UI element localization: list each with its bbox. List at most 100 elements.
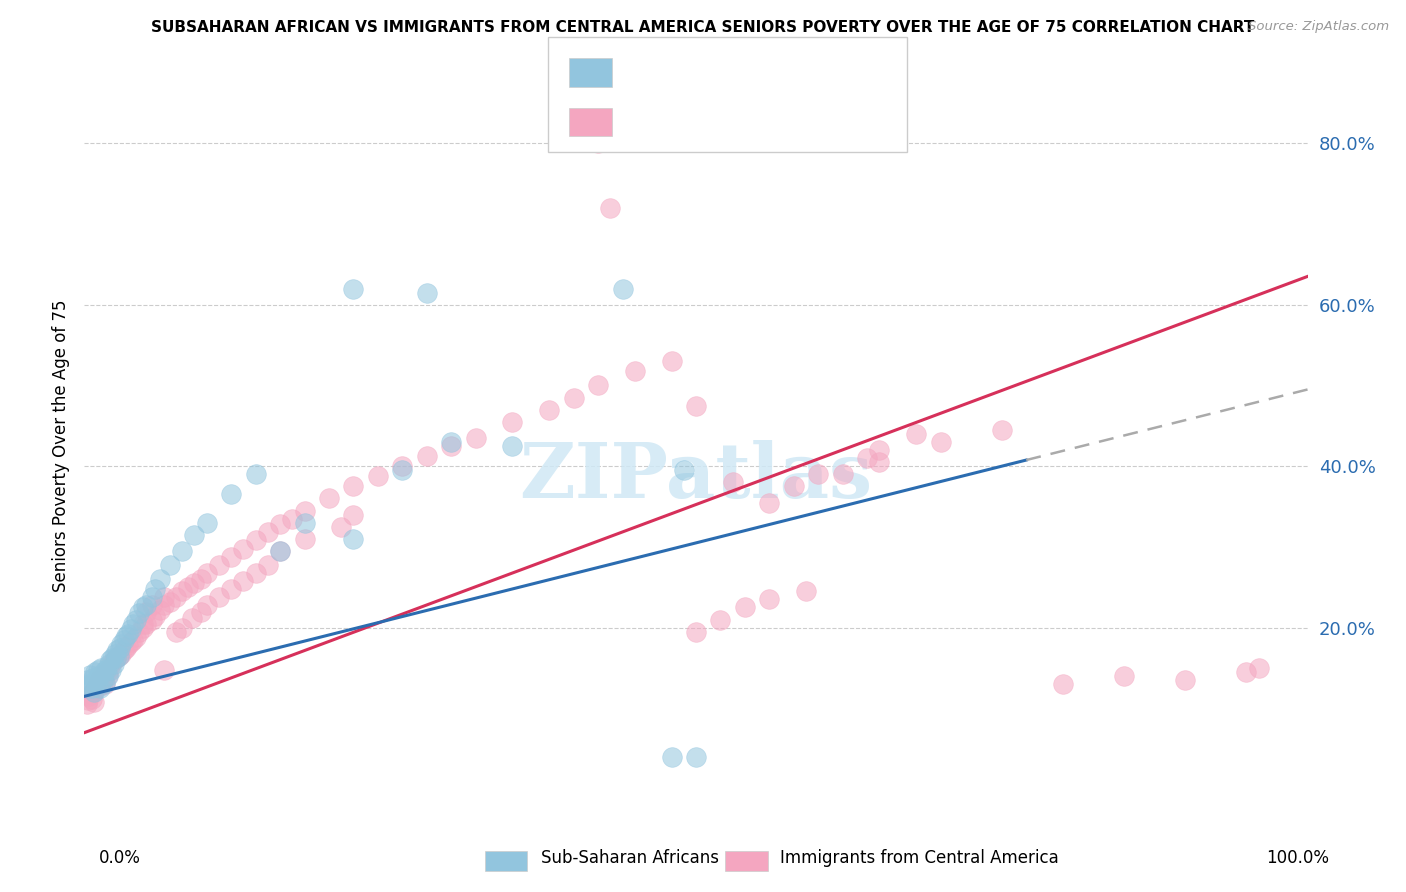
Point xyxy=(709,613,731,627)
Point xyxy=(172,621,194,635)
Point xyxy=(181,611,204,625)
Point xyxy=(195,566,218,580)
Point xyxy=(257,558,280,572)
Point xyxy=(165,624,187,639)
Text: Source: ZipAtlas.com: Source: ZipAtlas.com xyxy=(1249,20,1389,33)
Point xyxy=(1174,673,1197,688)
Point xyxy=(112,632,135,647)
Point xyxy=(807,467,830,482)
Point xyxy=(269,544,291,558)
Point xyxy=(183,528,205,542)
Point xyxy=(115,640,138,655)
Point xyxy=(149,603,172,617)
Point xyxy=(599,201,621,215)
Point xyxy=(991,423,1014,437)
Point xyxy=(77,679,100,693)
Point xyxy=(232,541,254,556)
Point xyxy=(104,647,127,661)
Point xyxy=(929,434,952,449)
Text: Sub-Saharan Africans: Sub-Saharan Africans xyxy=(541,849,720,867)
Point xyxy=(416,450,439,464)
Point xyxy=(77,693,100,707)
Point xyxy=(721,475,744,490)
Point xyxy=(195,516,218,530)
Point xyxy=(103,657,125,671)
Point xyxy=(219,582,242,596)
Point xyxy=(103,653,125,667)
Point xyxy=(367,468,389,483)
Text: 100.0%: 100.0% xyxy=(1265,849,1329,867)
Point xyxy=(80,691,103,706)
Point xyxy=(153,598,176,612)
Point xyxy=(77,690,100,704)
Point xyxy=(122,632,145,647)
Point xyxy=(219,487,242,501)
Point xyxy=(153,663,176,677)
Point xyxy=(245,467,267,482)
Point xyxy=(232,574,254,588)
Point xyxy=(172,584,194,599)
Point xyxy=(318,491,340,506)
Point xyxy=(135,616,157,631)
Point xyxy=(586,136,609,151)
Point xyxy=(190,605,212,619)
Point xyxy=(177,580,200,594)
Point xyxy=(245,566,267,580)
Point xyxy=(101,651,124,665)
Point xyxy=(87,669,110,683)
Point xyxy=(758,592,780,607)
Point xyxy=(86,675,108,690)
Point xyxy=(1052,677,1074,691)
Point xyxy=(143,582,166,596)
Point xyxy=(105,651,128,665)
Point xyxy=(135,598,157,612)
Point xyxy=(80,681,103,696)
Point xyxy=(869,455,891,469)
Point xyxy=(783,479,806,493)
Point xyxy=(105,651,128,665)
Point xyxy=(132,600,155,615)
Point xyxy=(538,402,561,417)
Point xyxy=(110,637,132,651)
Text: ZIPatlas: ZIPatlas xyxy=(519,440,873,514)
Point xyxy=(93,671,115,685)
Point xyxy=(342,281,364,295)
Point xyxy=(100,657,122,671)
Point xyxy=(83,685,105,699)
Point xyxy=(89,679,111,693)
Point xyxy=(84,681,107,696)
Point xyxy=(661,354,683,368)
Point xyxy=(107,648,129,663)
Point xyxy=(391,459,413,474)
Point xyxy=(342,479,364,493)
Point xyxy=(440,434,463,449)
Point xyxy=(624,364,647,378)
Point xyxy=(93,665,115,679)
Point xyxy=(120,635,142,649)
Text: R =: R = xyxy=(620,57,659,75)
Point xyxy=(141,598,163,612)
Point xyxy=(342,532,364,546)
Point xyxy=(1114,669,1136,683)
Point xyxy=(734,600,756,615)
Text: N =: N = xyxy=(733,57,772,75)
Y-axis label: Seniors Poverty Over the Age of 75: Seniors Poverty Over the Age of 75 xyxy=(52,300,70,592)
Point xyxy=(183,576,205,591)
Point xyxy=(87,673,110,688)
Point xyxy=(115,629,138,643)
Point xyxy=(97,669,120,683)
Point xyxy=(91,673,114,688)
Point xyxy=(128,624,150,639)
Point xyxy=(245,533,267,548)
Point xyxy=(586,378,609,392)
Point xyxy=(143,608,166,623)
Point xyxy=(94,675,117,690)
Point xyxy=(76,698,98,712)
Point xyxy=(269,544,291,558)
Point xyxy=(330,520,353,534)
Point xyxy=(79,687,101,701)
Point xyxy=(661,750,683,764)
Point xyxy=(98,653,121,667)
Point xyxy=(856,451,879,466)
Point xyxy=(83,695,105,709)
